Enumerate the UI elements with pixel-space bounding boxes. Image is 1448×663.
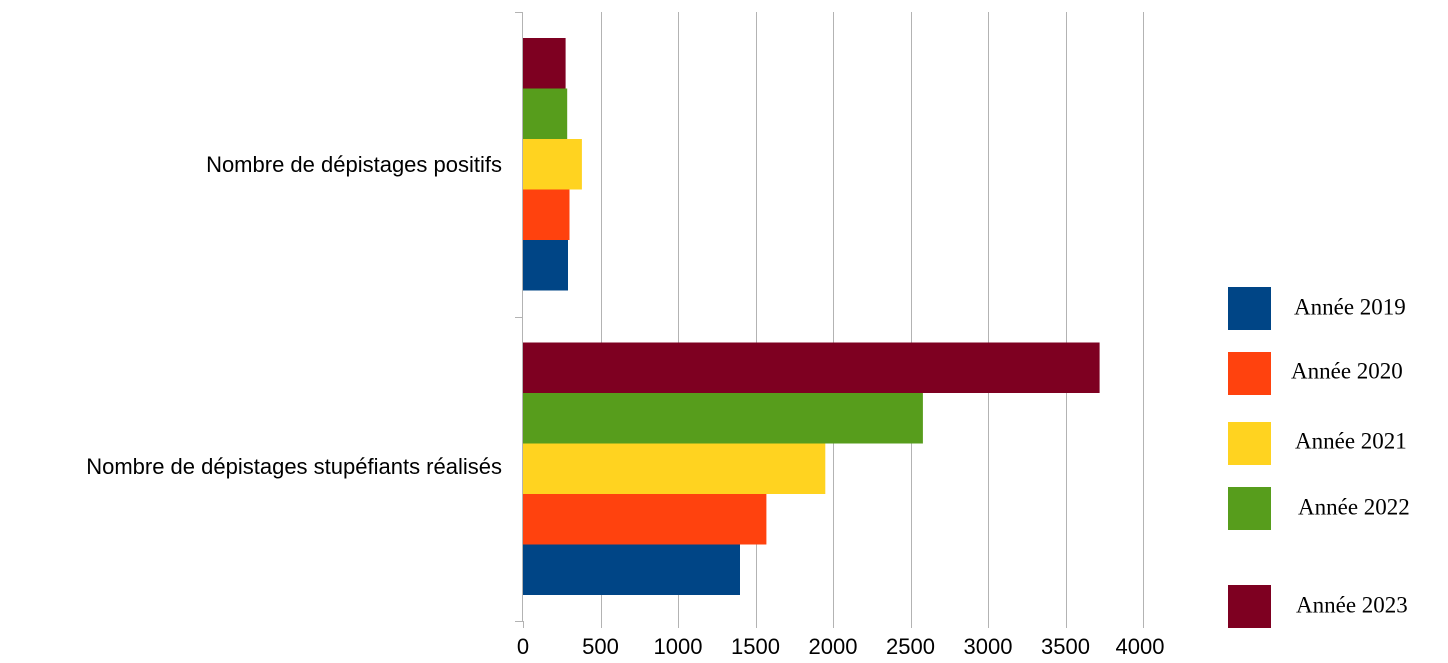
axes: [515, 12, 523, 622]
legend-swatch-2022: [1228, 487, 1271, 530]
category-label-tests-performed: Nombre de dépistages stupéfiants réalisé…: [86, 454, 502, 479]
bar-année-2020-cat-0: [523, 494, 767, 545]
x-tick-label: 4000: [1116, 634, 1165, 659]
bar-année-2021-cat-1: [523, 139, 582, 190]
bar-année-2020-cat-1: [523, 189, 570, 240]
legend-swatch-2023: [1228, 585, 1271, 628]
x-tick-label: 1000: [654, 634, 703, 659]
x-tick-label: 500: [582, 634, 619, 659]
category-label-positive-tests: Nombre de dépistages positifs: [206, 152, 502, 177]
legend-swatch-2020: [1228, 352, 1271, 395]
x-tick-label: 2500: [886, 634, 935, 659]
x-tick-label: 2000: [809, 634, 858, 659]
legend-label-2022: Année 2022: [1298, 494, 1410, 519]
bar-année-2019-cat-1: [523, 240, 568, 291]
legend-swatch-2019: [1228, 287, 1271, 330]
bars: [523, 38, 1100, 595]
bar-année-2023-cat-0: [523, 342, 1100, 393]
legend-label-2020: Année 2020: [1291, 358, 1403, 383]
legend: Année 2019 Année 2020 Année 2021 Année 2…: [1228, 287, 1410, 628]
bar-année-2023-cat-1: [523, 38, 566, 89]
legend-label-2021: Année 2021: [1295, 428, 1407, 453]
x-tick-label: 3000: [964, 634, 1013, 659]
legend-swatch-2021: [1228, 422, 1271, 465]
x-tick-label: 3500: [1041, 634, 1090, 659]
bar-année-2021-cat-0: [523, 443, 826, 494]
bar-année-2022-cat-0: [523, 393, 923, 444]
legend-label-2019: Année 2019: [1294, 294, 1406, 319]
bar-année-2022-cat-1: [523, 88, 568, 139]
x-tick-labels: 0 500 1000 1500 2000 2500 3000 3500 4000: [517, 634, 1165, 659]
x-tick-label: 1500: [731, 634, 780, 659]
x-tick-label: 0: [517, 634, 529, 659]
gridlines: [523, 12, 1144, 628]
bar-année-2019-cat-0: [523, 544, 740, 595]
legend-label-2023: Année 2023: [1296, 592, 1408, 617]
